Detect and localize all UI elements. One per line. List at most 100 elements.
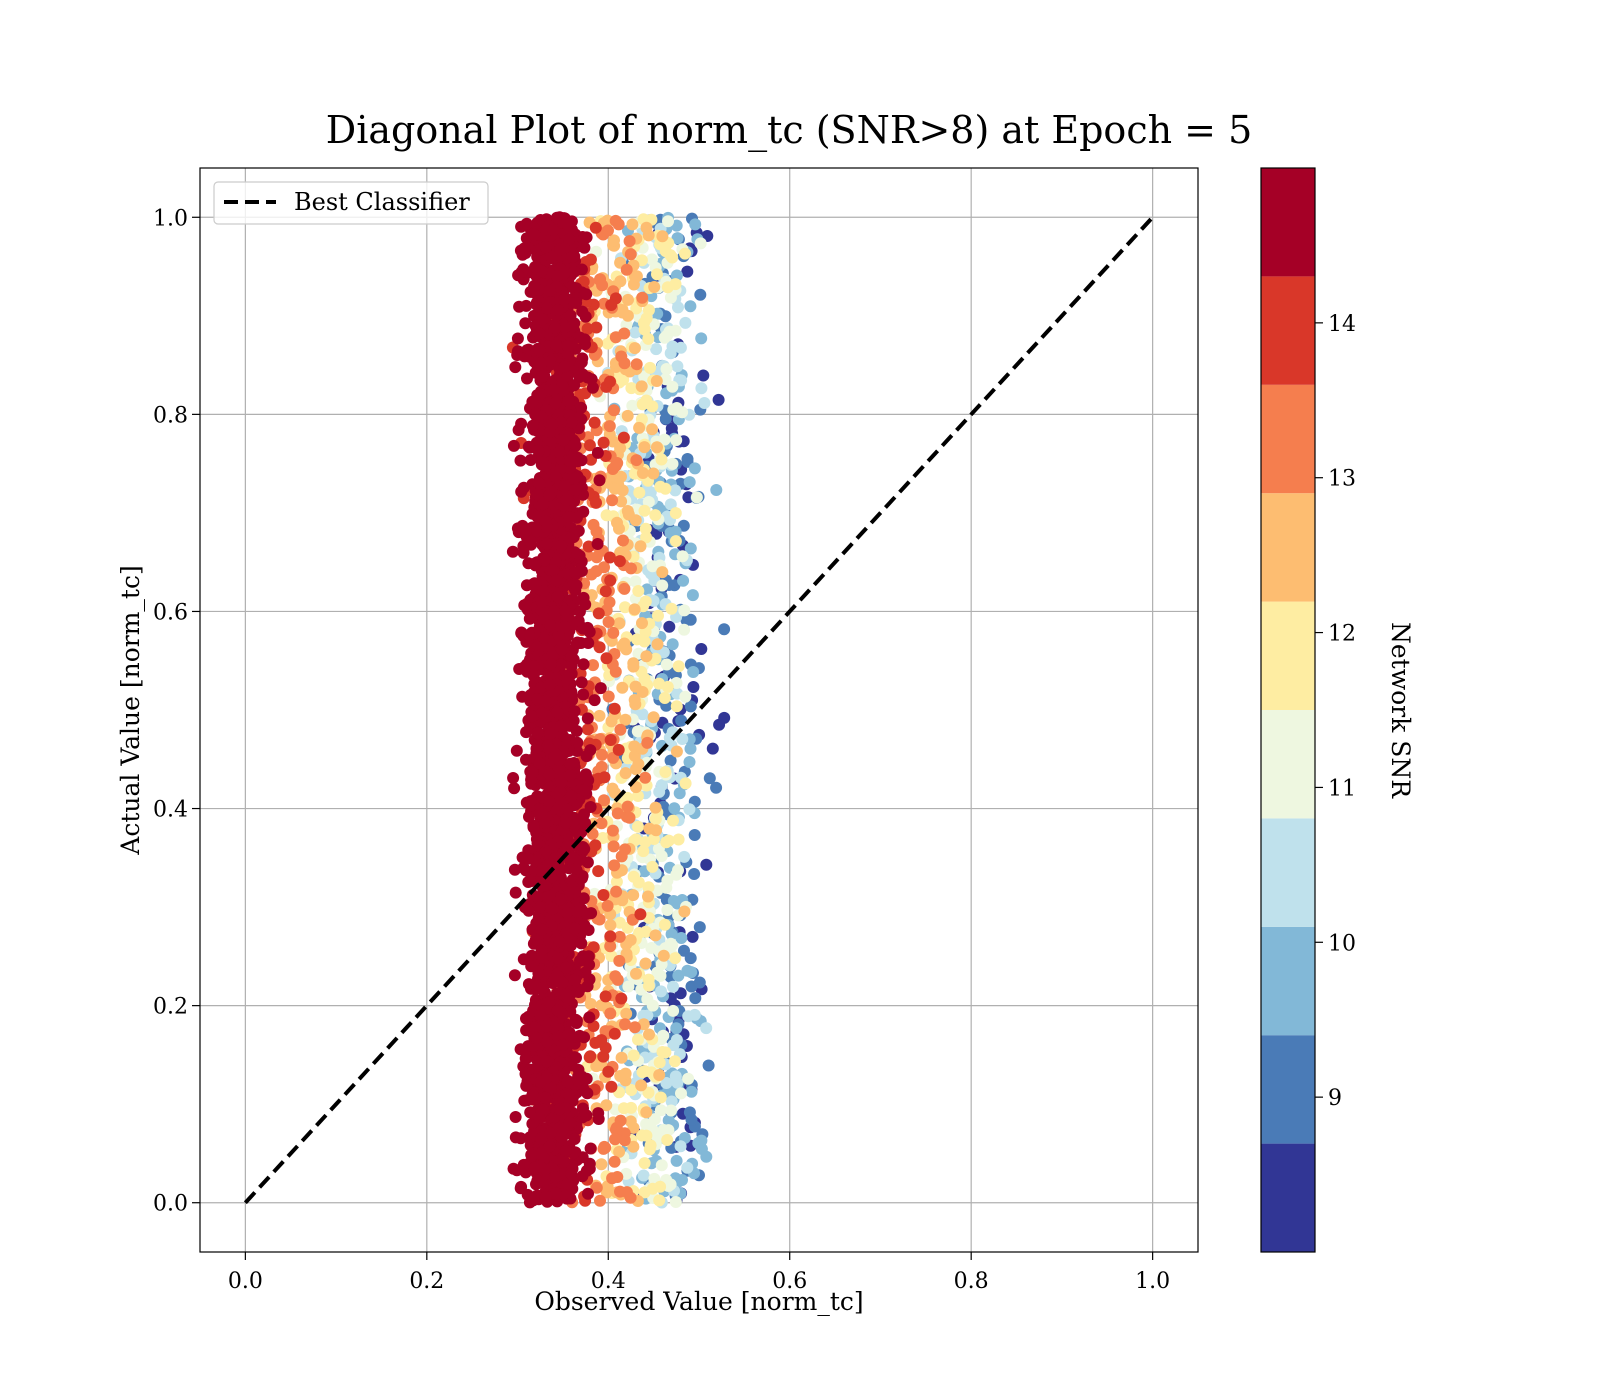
scatter-point <box>551 590 564 603</box>
scatter-point <box>662 834 675 847</box>
scatter-point <box>665 1095 678 1108</box>
scatter-point <box>579 310 592 323</box>
scatter-point <box>536 370 549 383</box>
scatter-point <box>666 638 679 651</box>
colorbar-segment <box>1261 384 1315 494</box>
scatter-point <box>615 992 628 1005</box>
scatter-point <box>533 344 546 357</box>
scatter-point <box>557 293 570 306</box>
scatter-point <box>669 507 682 520</box>
scatter-point <box>646 860 659 873</box>
scatter-point <box>599 585 612 598</box>
scatter-point <box>528 279 541 292</box>
scatter-point <box>663 620 676 633</box>
scatter-point <box>647 467 660 480</box>
scatter-point <box>581 712 594 725</box>
scatter-point <box>626 399 639 412</box>
scatter-point <box>687 666 700 678</box>
scatter-point <box>538 554 551 567</box>
scatter-point <box>640 531 653 544</box>
scatter-point <box>539 241 552 254</box>
scatter-point <box>635 1079 648 1092</box>
scatter-point <box>533 327 546 340</box>
scatter-point <box>593 641 606 654</box>
scatter-point <box>663 731 676 744</box>
scatter-point <box>541 890 554 903</box>
scatter-point <box>544 1082 557 1095</box>
scatter-point <box>588 694 601 707</box>
scatter-point <box>541 537 554 550</box>
scatter-point <box>621 409 634 422</box>
scatter-point <box>627 660 640 673</box>
scatter-point <box>532 891 545 904</box>
scatter-point <box>656 579 669 592</box>
scatter-point <box>575 637 587 649</box>
scatter-point <box>669 484 682 497</box>
legend-box <box>213 181 489 225</box>
scatter-point <box>520 1052 533 1065</box>
scatter-point <box>558 620 571 633</box>
scatter-point <box>575 676 588 689</box>
y-tick-label: 1.0 <box>153 206 188 231</box>
scatter-point <box>572 524 585 537</box>
scatter-point <box>688 868 701 880</box>
scatter-point <box>584 1142 597 1155</box>
scatter-point <box>591 446 604 459</box>
scatter-point <box>536 1177 549 1190</box>
scatter-point <box>557 1123 570 1136</box>
scatter-point <box>550 574 563 587</box>
scatter-point <box>570 579 583 592</box>
scatter-point <box>630 967 642 980</box>
scatter-point <box>651 268 663 281</box>
scatter-point <box>615 350 628 363</box>
scatter-point <box>693 921 706 934</box>
scatter-point <box>507 772 520 784</box>
colorbar-tick-label: 13 <box>1328 467 1356 492</box>
scatter-point <box>543 489 556 502</box>
scatter-point <box>565 416 578 429</box>
scatter-point <box>647 711 660 724</box>
scatter-point <box>514 1043 527 1056</box>
scatter-point <box>628 342 641 355</box>
scatter-point <box>616 681 629 694</box>
scatter-point <box>675 714 688 727</box>
scatter-point <box>540 1055 553 1068</box>
scatter-point <box>618 637 631 650</box>
colorbar-segments <box>1261 168 1315 1252</box>
scatter-point <box>526 766 539 779</box>
scatter-point <box>660 881 673 894</box>
scatter-point <box>584 998 597 1010</box>
scatter-point <box>558 360 571 373</box>
scatter-point <box>614 1070 627 1082</box>
scatter-point <box>577 688 590 701</box>
scatter-point <box>700 1022 713 1035</box>
scatter-point <box>644 1139 657 1152</box>
scatter-point <box>622 293 634 306</box>
scatter-point <box>587 518 600 531</box>
scatter-point <box>661 680 674 693</box>
scatter-point <box>706 742 719 755</box>
scatter-point <box>615 495 628 508</box>
scatter-point <box>589 221 602 234</box>
scatter-point <box>600 652 613 665</box>
scatter-point <box>661 904 674 916</box>
scatter-point <box>576 352 589 365</box>
scatter-point <box>632 585 645 597</box>
scatter-point <box>614 723 627 736</box>
scatter-point <box>572 1074 585 1087</box>
scatter-point <box>613 916 626 929</box>
scatter-point <box>679 690 692 703</box>
scatter-point <box>509 1111 522 1123</box>
scatter-point <box>623 235 636 248</box>
scatter-point <box>627 1121 640 1134</box>
scatter-point <box>546 418 559 431</box>
scatter-point <box>539 879 552 892</box>
legend: Best Classifier <box>213 181 489 225</box>
scatter-point <box>577 622 589 635</box>
scatter-point <box>653 1194 666 1207</box>
x-tick-label: 0.0 <box>228 1269 263 1294</box>
scatter-point <box>619 601 631 614</box>
scatter-point <box>566 1030 579 1043</box>
scatter-point <box>665 602 678 615</box>
